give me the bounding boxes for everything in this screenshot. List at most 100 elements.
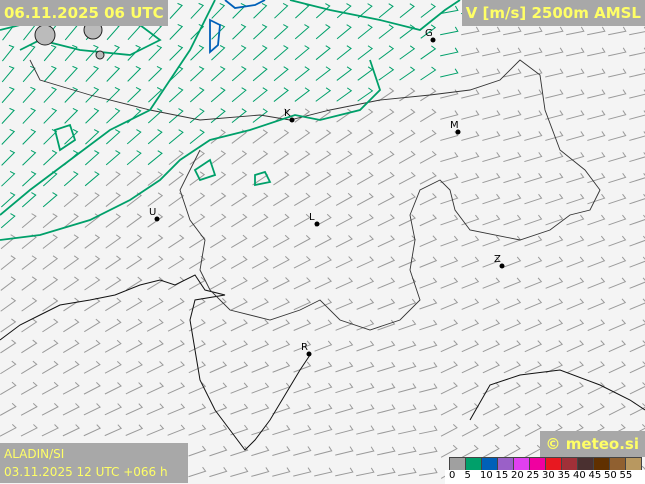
wind-barb: [273, 129, 290, 144]
wind-barb: [148, 44, 163, 61]
wind-barb: [545, 340, 564, 353]
wind-barb: [398, 404, 417, 414]
wind-barb: [125, 403, 144, 416]
wind-barb: [461, 152, 480, 163]
wind-barb: [335, 340, 354, 352]
wind-barb: [230, 424, 249, 436]
wind-barb: [461, 89, 480, 99]
wind-barb: [419, 467, 438, 476]
wind-barb: [251, 403, 270, 415]
wind-barb: [251, 255, 269, 269]
wind-barb: [314, 446, 333, 456]
wind-barb: [42, 276, 59, 291]
legend-label: 15: [495, 470, 509, 481]
wind-barb: [566, 214, 585, 226]
city-marker: [430, 37, 436, 43]
wind-barb: [629, 47, 645, 57]
wind-barb: [105, 171, 121, 187]
wind-barb: [167, 361, 185, 374]
wind-barb: [189, 192, 206, 207]
wind-barb: [42, 213, 58, 229]
wind-barb: [503, 193, 522, 205]
wind-barb: [440, 403, 458, 416]
wind-barb: [566, 319, 585, 332]
wind-barb: [315, 24, 331, 40]
wind-barb: [419, 256, 438, 268]
wind-barb: [41, 360, 59, 374]
wind-barb: [566, 403, 584, 416]
wind-barb: [231, 108, 247, 123]
wind-barb: [41, 403, 59, 416]
wind-barb: [83, 382, 101, 395]
wind-barb: [169, 23, 184, 40]
wind-barb: [356, 192, 374, 206]
legend-labels: 0 5 10 15 20 25 30 35 40 45 50 55: [445, 470, 645, 484]
wind-barb: [295, 3, 310, 19]
wind-barb: [420, 24, 437, 39]
wind-barb: [503, 152, 522, 163]
wind-barb: [378, 87, 395, 102]
wind-barb: [64, 44, 78, 62]
wind-barb: [64, 86, 79, 103]
wind-barb: [482, 298, 501, 310]
wind-barb: [0, 423, 17, 437]
wind-barb: [398, 319, 417, 331]
legend-label: 30: [542, 470, 555, 481]
wind-barb: [272, 319, 291, 332]
wind-barb: [167, 318, 185, 332]
wind-barb: [63, 318, 80, 333]
wind-barb: [482, 214, 501, 226]
wind-barb: [419, 341, 438, 352]
wind-barb: [440, 68, 459, 78]
wind-barb: [608, 403, 626, 416]
wind-barb: [189, 87, 205, 103]
wind-barb: [168, 255, 185, 270]
wind-barb: [440, 26, 459, 36]
wind-barb: [587, 47, 606, 57]
wind-barb: [209, 298, 227, 311]
wind-barb: [211, 45, 226, 61]
wind-barb: [503, 382, 521, 395]
wind-barb: [252, 129, 269, 144]
wind-barb: [62, 403, 80, 416]
wind-barb: [146, 424, 165, 436]
wind-barb: [63, 192, 79, 208]
wind-barb: [293, 382, 312, 394]
wind-barb: [190, 23, 205, 40]
wind-barb: [230, 276, 248, 290]
wind-barb: [42, 297, 59, 312]
wind-barb: [335, 256, 353, 269]
wind-barb: [545, 382, 563, 395]
wind-barb: [105, 276, 122, 291]
wind-barb: [252, 213, 269, 228]
wind-barb: [210, 87, 226, 103]
wind-barb: [545, 277, 564, 289]
wind-barb: [608, 256, 627, 268]
wind-barb: [608, 26, 627, 36]
wind-barb: [105, 192, 121, 207]
border: [29, 59, 601, 331]
wind-barb: [230, 298, 248, 311]
wind-barb: [503, 277, 522, 289]
wind-barb: [1, 149, 16, 166]
wind-barb: [420, 108, 437, 123]
wind-barb: [336, 24, 352, 40]
wind-barb: [587, 340, 606, 353]
wind-barb: [398, 298, 417, 310]
wind-barb: [252, 150, 269, 165]
wind-barb: [273, 192, 290, 207]
wind-barb: [482, 361, 500, 374]
wind-barb: [356, 277, 375, 290]
wind-barb: [294, 150, 311, 165]
wind-barb: [272, 277, 290, 290]
wind-barb: [440, 172, 459, 184]
wind-barb: [251, 298, 269, 311]
wind-barb: [106, 23, 120, 41]
wind-barb: [440, 5, 459, 15]
wind-barb: [251, 467, 270, 477]
wind-barb: [545, 26, 564, 36]
wind-barb: [461, 68, 480, 78]
credit[interactable]: © meteo.si: [539, 431, 645, 457]
city-label: U: [149, 207, 156, 218]
wind-barb: [608, 361, 626, 374]
